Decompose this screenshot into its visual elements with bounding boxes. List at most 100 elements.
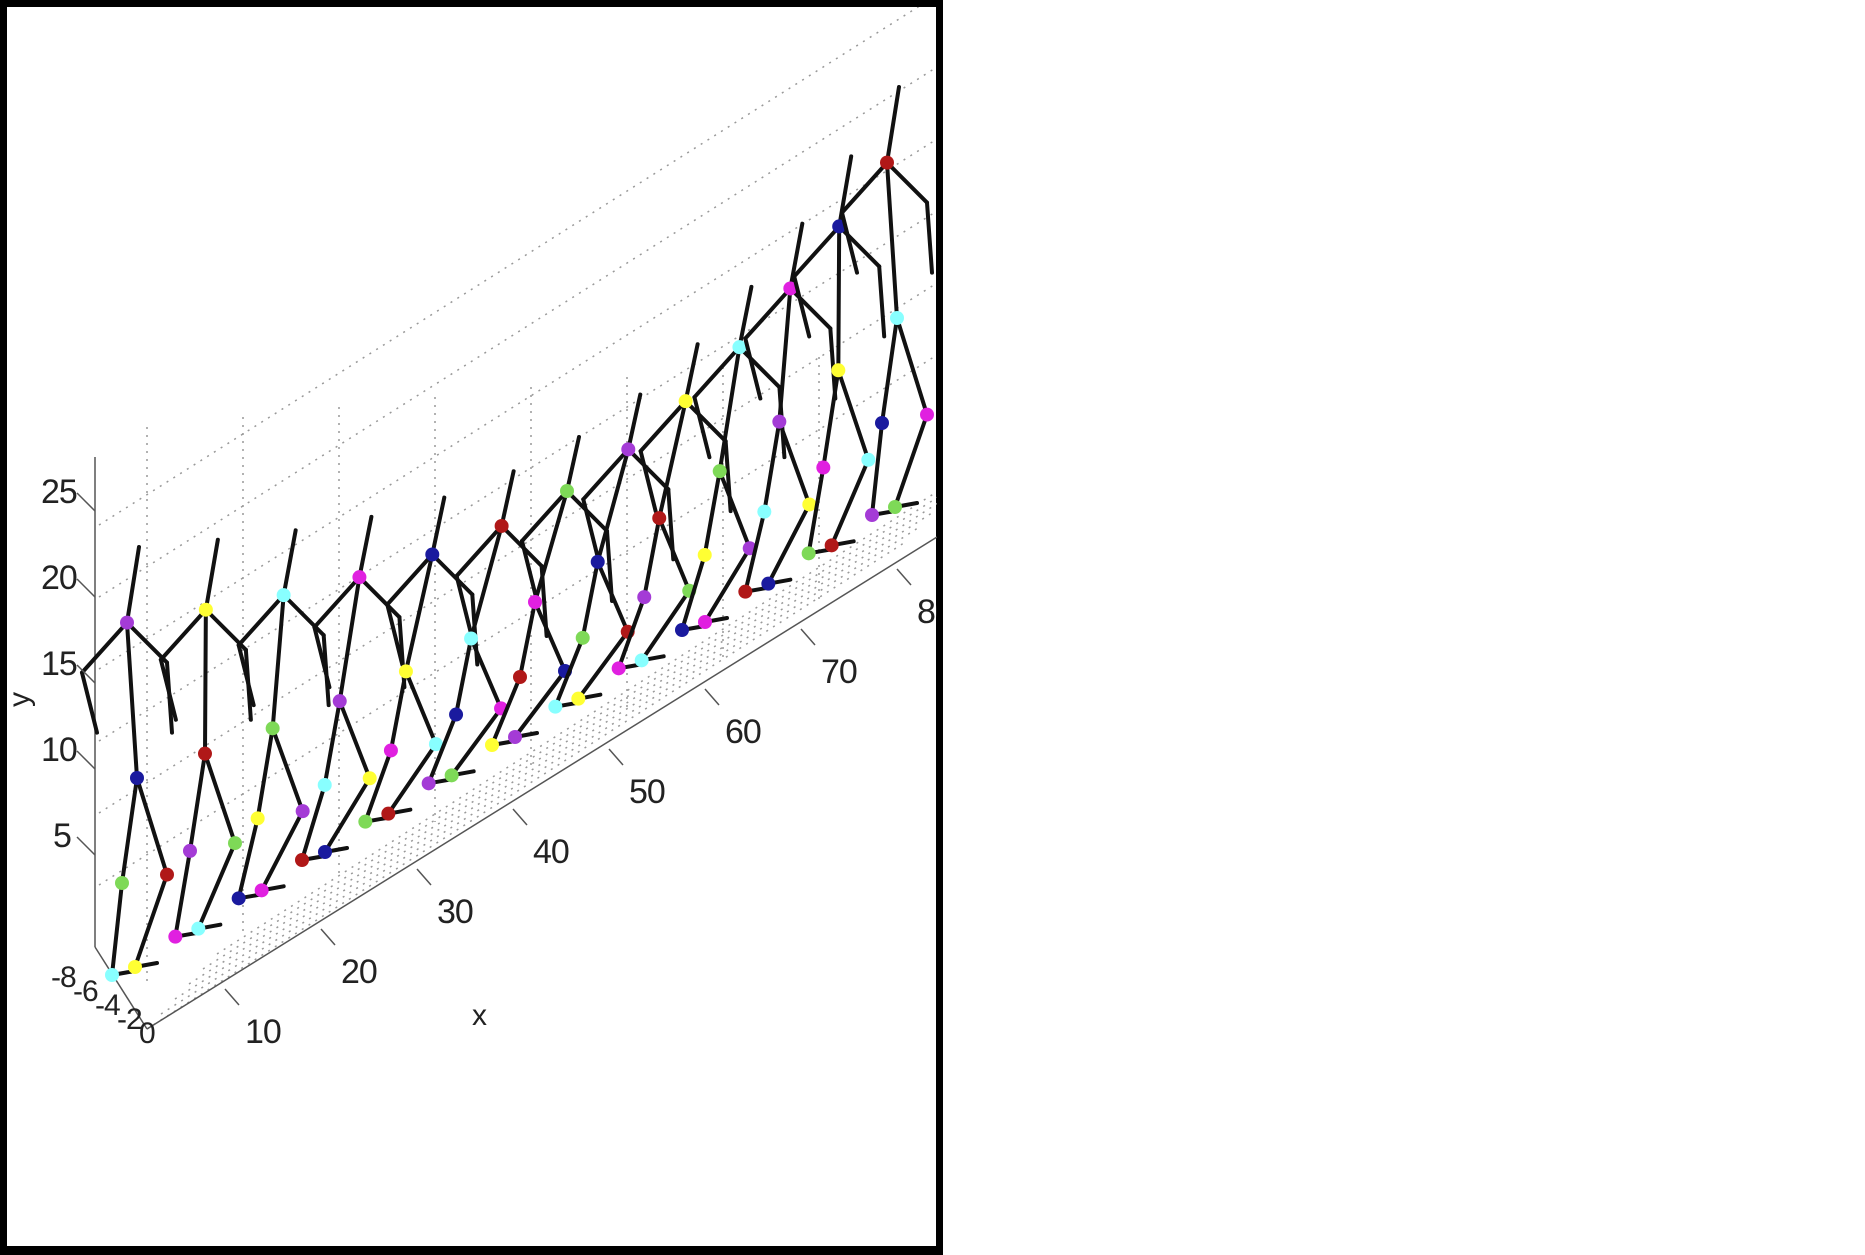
skeleton-bone: [616, 595, 647, 671]
joint-marker: [712, 464, 727, 479]
skeleton-bone: [520, 539, 539, 603]
skeleton-bone: [703, 546, 752, 624]
skeleton-bone: [133, 872, 169, 969]
joint-marker: [548, 699, 563, 714]
skeleton-bone: [513, 669, 567, 739]
joint-marker: [652, 511, 667, 526]
skeleton-figures: [80, 85, 934, 982]
skeleton-bone: [173, 848, 192, 939]
joint-marker: [875, 416, 889, 430]
joint-marker: [528, 595, 542, 609]
y-tick-label: 5: [53, 817, 71, 855]
joint-marker: [444, 768, 459, 783]
skeleton-bone: [657, 399, 688, 521]
skeleton-bone: [657, 516, 692, 593]
skeleton-bone: [925, 200, 934, 275]
joint-marker: [698, 615, 712, 629]
joint-marker: [464, 631, 479, 646]
skeleton-bone: [312, 575, 362, 630]
skeleton-bone: [385, 602, 405, 667]
joint-marker: [352, 570, 367, 585]
y-tick-label: 20: [41, 559, 77, 597]
skeleton-bone: [638, 399, 688, 454]
skeleton-bone: [576, 629, 630, 701]
x-tick-mark: [224, 988, 240, 1006]
skeleton-bone: [792, 274, 812, 339]
skeleton-bone: [300, 782, 327, 862]
skeleton-figure: [840, 85, 934, 522]
skeleton-bone: [518, 600, 537, 679]
skeleton-bone: [870, 421, 884, 517]
skeleton-bone: [565, 435, 581, 493]
skeleton-bone: [788, 221, 805, 291]
skeleton-bone: [430, 552, 475, 597]
skeleton-bone: [125, 620, 139, 780]
x-tick-label: 50: [629, 773, 665, 811]
skeleton-bone: [203, 537, 220, 612]
joint-marker: [880, 155, 894, 170]
joint-marker: [802, 497, 817, 512]
joint-marker: [130, 771, 144, 785]
joint-marker: [398, 664, 413, 679]
skeleton-bone: [702, 469, 722, 557]
skeleton-bone: [642, 516, 662, 600]
wall-grid-line: [98, 66, 937, 598]
x-tick-label: 40: [533, 833, 569, 871]
joint-marker: [761, 576, 776, 591]
x-tick-label: 60: [725, 713, 761, 751]
skeleton-bone: [840, 160, 889, 215]
joint-marker: [295, 804, 310, 819]
skeleton-bone: [877, 264, 887, 339]
joint-marker: [485, 738, 499, 752]
joint-marker: [513, 670, 527, 684]
joint-marker: [508, 730, 522, 744]
joint-marker: [816, 460, 831, 475]
joint-marker: [381, 806, 396, 821]
joint-marker: [128, 960, 142, 974]
joint-marker: [783, 281, 798, 296]
x-tick-label: 20: [341, 953, 377, 991]
y-tick-label: 10: [41, 731, 77, 769]
floor-grid-line: [202, 496, 937, 970]
joint-marker: [890, 311, 904, 325]
joint-marker: [824, 538, 839, 553]
joint-marker: [198, 602, 213, 617]
skeleton-bone: [626, 392, 643, 452]
skeleton-figure: [158, 537, 253, 944]
joint-marker: [449, 707, 464, 722]
skeleton-figure: [80, 545, 174, 982]
wall-grid-line: [98, 354, 937, 886]
y-tick-label: 15: [41, 645, 77, 683]
skeleton-bone: [357, 575, 402, 620]
skeleton-bone: [386, 742, 438, 816]
skeleton-bone: [692, 395, 712, 460]
skeleton-bone: [125, 545, 141, 625]
skeleton-bone: [270, 726, 305, 814]
skeleton-bone: [743, 286, 793, 341]
skeleton-bone: [885, 85, 901, 165]
joint-marker: [675, 623, 689, 637]
skeleton-bone: [196, 841, 237, 931]
skeleton-bone: [363, 748, 393, 824]
skeleton-bone: [281, 528, 298, 598]
joint-marker: [421, 776, 436, 791]
y-axis-label: y: [7, 692, 36, 707]
joint-marker: [383, 743, 398, 758]
z-tick-label: -4: [95, 989, 120, 1022]
skeleton-bone: [777, 286, 793, 424]
skeleton-figure: [295, 514, 407, 867]
skeleton-bone: [281, 593, 326, 638]
skeleton-bone: [403, 552, 435, 674]
skeleton-bone: [158, 657, 178, 722]
joint-marker: [362, 771, 377, 786]
joint-marker: [757, 504, 772, 519]
joint-marker: [250, 811, 265, 826]
skeleton-bone: [533, 600, 567, 673]
skeleton-bone: [743, 336, 763, 401]
joint-marker: [920, 407, 934, 422]
skeleton-bone: [840, 210, 859, 275]
joint-marker: [571, 691, 586, 706]
y-tick-mark: [76, 492, 96, 512]
joint-marker: [590, 554, 605, 569]
skeleton-bone: [454, 573, 474, 638]
